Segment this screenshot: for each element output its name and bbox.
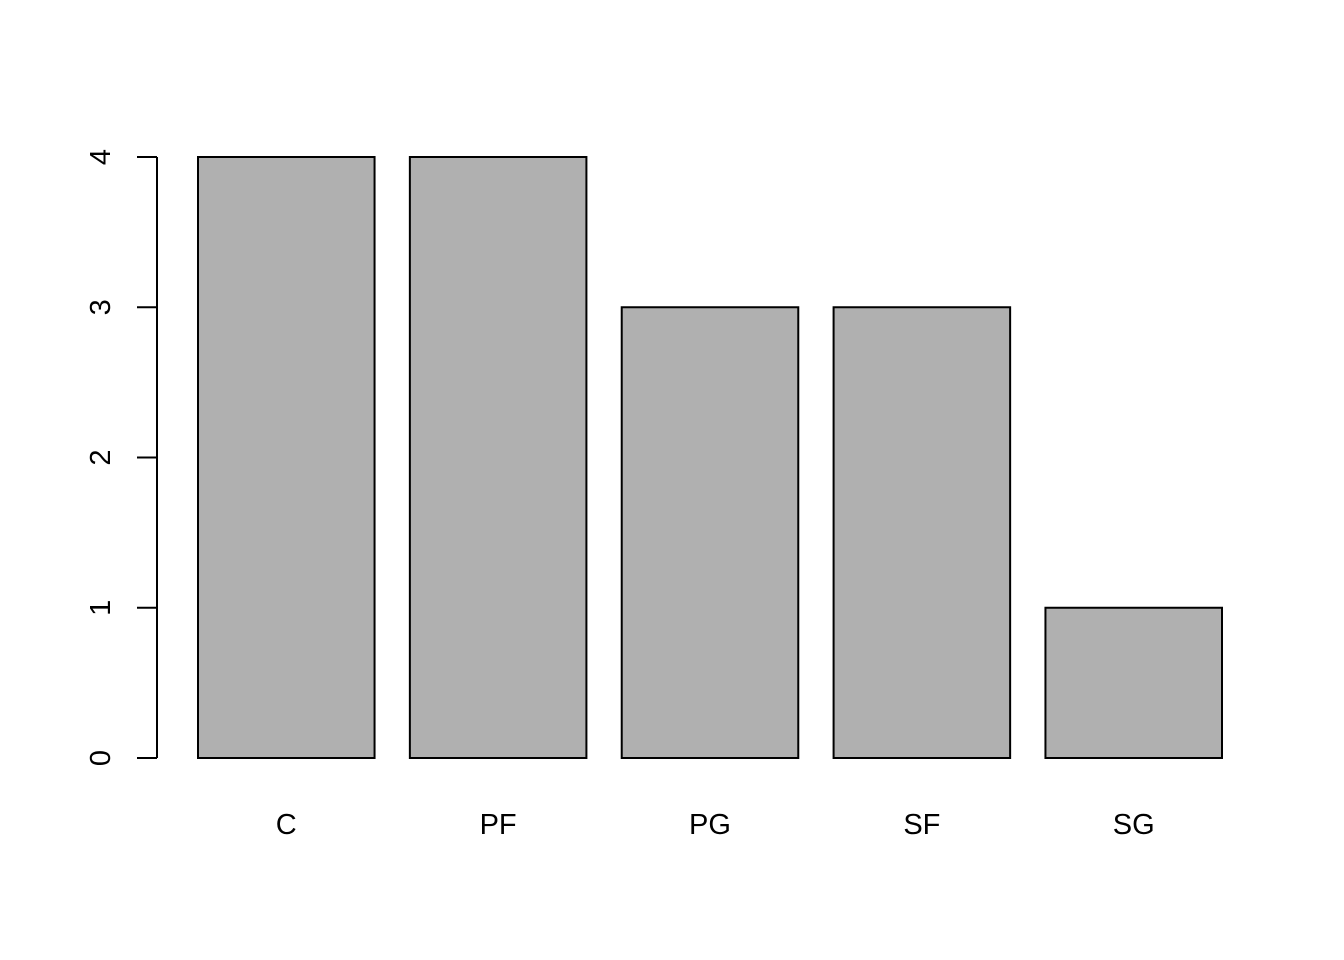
y-tick-label: 0	[85, 750, 117, 766]
y-tick-label: 3	[85, 299, 117, 315]
y-tick-label: 2	[85, 449, 117, 465]
bars-layer	[197, 156, 1223, 759]
x-tick-label-sg: SG	[1113, 809, 1155, 841]
x-tick-label-pg: PG	[689, 809, 731, 841]
y-tick-label: 1	[85, 600, 117, 616]
y-axis: 0 1 2 3 4	[85, 149, 158, 766]
x-tick-label-c: C	[276, 809, 297, 841]
bar-c	[197, 156, 376, 759]
y-tick-label: 4	[85, 149, 117, 165]
bar-sg	[1044, 606, 1223, 759]
bar-sf	[832, 306, 1012, 759]
x-axis-labels: C PF PG SF SG	[276, 809, 1155, 841]
x-tick-label-pf: PF	[480, 809, 517, 841]
bar-pg	[620, 306, 800, 759]
x-tick-label-sf: SF	[903, 809, 940, 841]
bar-pf	[408, 156, 588, 759]
